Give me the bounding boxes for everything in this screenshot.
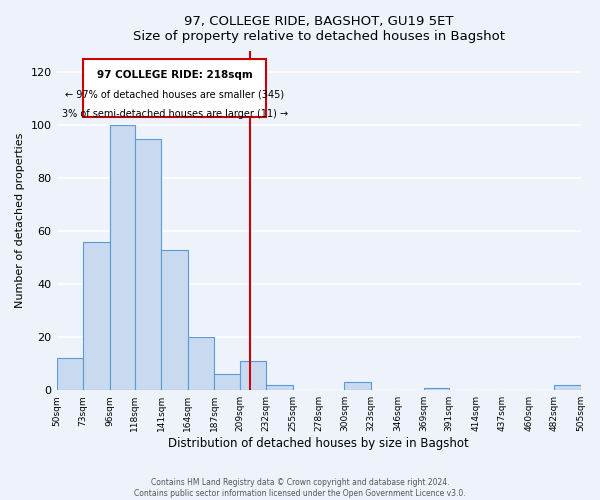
Bar	[56, 358, 83, 390]
Title: 97, COLLEGE RIDE, BAGSHOT, GU19 5ET
Size of property relative to detached houses: 97, COLLEGE RIDE, BAGSHOT, GU19 5ET Size…	[133, 15, 505, 43]
X-axis label: Distribution of detached houses by size in Bagshot: Distribution of detached houses by size …	[168, 437, 469, 450]
Bar	[188, 337, 214, 390]
Bar	[266, 385, 293, 390]
Bar	[83, 242, 110, 390]
Text: 97 COLLEGE RIDE: 218sqm: 97 COLLEGE RIDE: 218sqm	[97, 70, 253, 80]
Bar	[239, 361, 266, 390]
Bar	[110, 126, 135, 390]
Bar	[214, 374, 239, 390]
FancyBboxPatch shape	[83, 59, 266, 118]
Y-axis label: Number of detached properties: Number of detached properties	[15, 133, 25, 308]
Bar	[135, 138, 161, 390]
Bar	[344, 382, 371, 390]
Text: Contains HM Land Registry data © Crown copyright and database right 2024.
Contai: Contains HM Land Registry data © Crown c…	[134, 478, 466, 498]
Text: ← 97% of detached houses are smaller (345): ← 97% of detached houses are smaller (34…	[65, 90, 284, 100]
Bar	[424, 388, 449, 390]
Bar	[554, 385, 581, 390]
Bar	[161, 250, 188, 390]
Text: 3% of semi-detached houses are larger (11) →: 3% of semi-detached houses are larger (1…	[62, 110, 287, 120]
